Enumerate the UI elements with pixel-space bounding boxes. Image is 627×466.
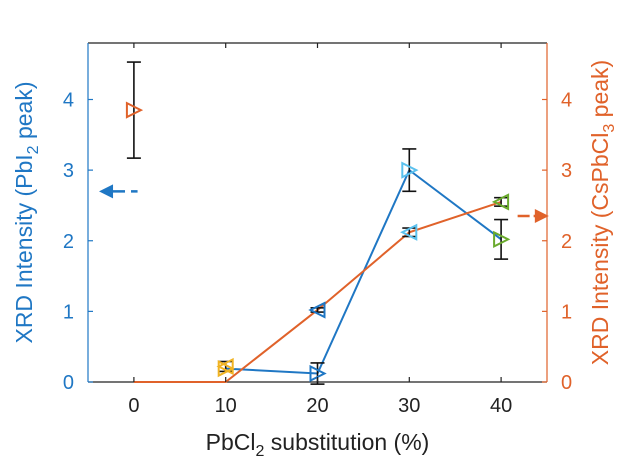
x-axis-label: PbCl2 substitution (%) [206,429,430,460]
data-point-marker [401,161,419,179]
left-y-tick-label: 4 [63,90,74,112]
right-axis-arrow-head [534,209,549,224]
plot-frame [87,42,548,383]
series-layer [133,168,502,383]
left-y-axis-label-sub: 2 [25,145,42,154]
x-axis-label-pre: PbCl [206,429,256,455]
data-point-marker [217,359,235,378]
series-line-right [133,200,502,383]
data-point-marker [491,193,510,211]
left-y-axis-label-pre: XRD Intensity (PbI [11,154,37,343]
right-y-tick-label: 2 [561,231,572,253]
x-tick-label: 20 [306,395,328,417]
annotation-layer [99,184,549,224]
x-tick-label: 40 [490,395,512,417]
errorbar-layer [126,61,509,385]
left-y-tick-label: 0 [63,372,74,394]
left-y-axis-label-post: peak) [11,81,37,145]
right-y-axis-label-pre: XRD Intensity (CsPbCl [587,133,613,366]
data-point-marker [125,101,144,119]
left-y-tick-label: 2 [63,231,74,253]
left-y-axis-label: XRD Intensity (PbI2 peak) [11,81,42,343]
x-tick-label: 30 [398,395,420,417]
left-y-tick-label: 1 [63,301,74,323]
right-y-tick-label: 1 [561,301,572,323]
left-y-tick-label: 3 [63,160,74,182]
data-point-marker [308,301,326,319]
right-y-tick-label: 3 [561,160,572,182]
data-point-marker [493,230,511,248]
right-y-axis-label-sub: 3 [601,124,618,133]
x-axis-label-post: substitution (%) [264,429,429,455]
x-tick-label: 0 [128,395,139,417]
right-y-axis-label: XRD Intensity (CsPbCl3 peak) [587,60,618,365]
x-tick-label: 10 [215,395,237,417]
right-y-axis-label-post: peak) [587,60,613,124]
right-y-tick-label: 4 [561,90,572,112]
data-point-marker [400,223,418,241]
right-y-tick-label: 0 [561,372,572,394]
marker-layer [125,101,511,383]
data-point-marker [216,357,234,376]
left-axis-arrow-head [99,184,114,199]
x-axis-label-sub: 2 [256,443,265,460]
